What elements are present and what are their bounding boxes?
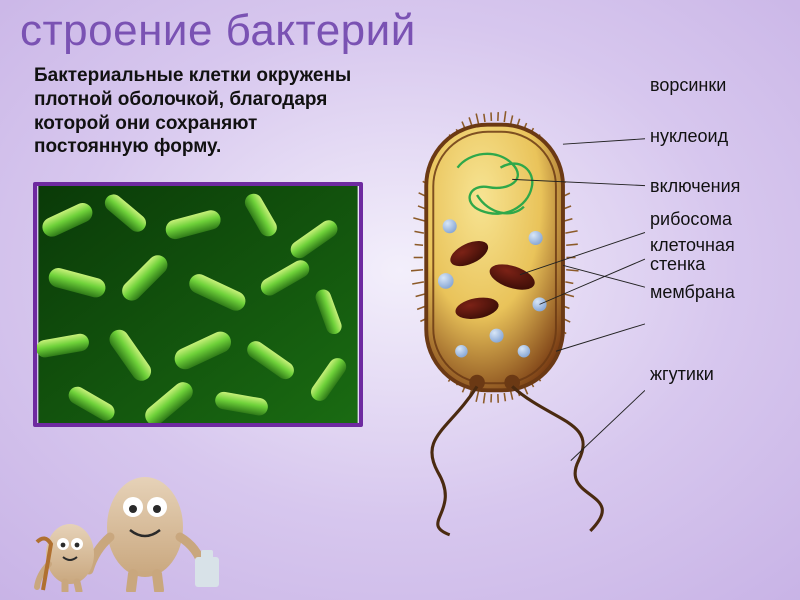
diagram-label: нуклеоид	[650, 126, 780, 147]
diagram-label: включения	[650, 176, 780, 197]
diagram-label: мембрана	[650, 282, 780, 303]
diagram-label: клеточная стенка	[650, 236, 780, 274]
diagram-label: жгутики	[650, 364, 780, 385]
mascot-characters	[25, 442, 225, 592]
slide-title: строение бактерий	[20, 6, 416, 56]
diagram-label: рибосома	[650, 209, 780, 230]
description-text: Бактериальные клетки окружены плотной об…	[34, 64, 364, 159]
label-column: ворсинки нуклеоид включения рибосома клеточн…	[650, 75, 780, 385]
microscope-image	[33, 182, 363, 427]
diagram-label: ворсинки	[650, 75, 780, 96]
bacteria-cell-diagram	[395, 55, 645, 585]
